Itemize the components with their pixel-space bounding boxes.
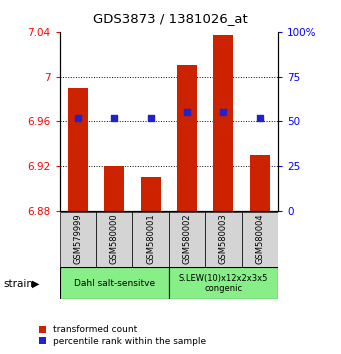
Bar (250, 155, 270, 211)
Bar (241, 212, 278, 267)
Text: GSM580000: GSM580000 (110, 213, 119, 264)
Bar (213, 35, 233, 211)
Text: GDS3873 / 1381026_at: GDS3873 / 1381026_at (93, 12, 248, 25)
Point (257, 115, 263, 120)
Point (221, 109, 226, 115)
Bar (177, 65, 197, 211)
Bar (68, 88, 88, 211)
Text: GSM580004: GSM580004 (255, 213, 264, 264)
Text: Dahl salt-sensitve: Dahl salt-sensitve (74, 279, 155, 288)
Text: S.LEW(10)x12x2x3x5
congenic: S.LEW(10)x12x2x3x5 congenic (179, 274, 268, 293)
Bar (132, 212, 169, 267)
Point (184, 109, 190, 115)
Legend: transformed count, percentile rank within the sample: transformed count, percentile rank withi… (39, 325, 206, 346)
Text: GSM580001: GSM580001 (146, 213, 155, 264)
Text: ▶: ▶ (32, 279, 40, 289)
Bar (60, 212, 96, 267)
Point (75, 115, 80, 120)
Bar (140, 177, 161, 211)
Point (148, 115, 153, 120)
Text: GSM579999: GSM579999 (73, 213, 83, 264)
Bar (96, 212, 132, 267)
Text: strain: strain (3, 279, 33, 289)
Text: GSM580002: GSM580002 (182, 213, 192, 264)
Bar (60, 267, 169, 299)
Bar (104, 166, 124, 211)
Point (112, 115, 117, 120)
Text: GSM580003: GSM580003 (219, 213, 228, 264)
Bar (169, 212, 205, 267)
Bar (205, 212, 241, 267)
Bar (169, 267, 278, 299)
